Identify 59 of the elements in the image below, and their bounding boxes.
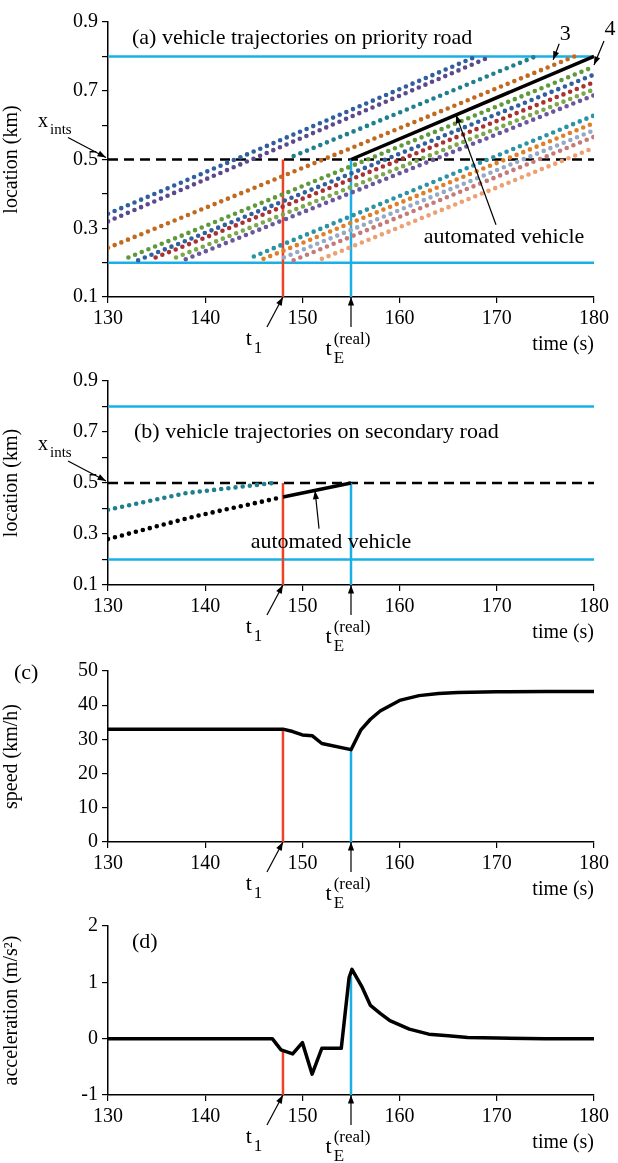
y-axis-title: location (km) (0, 428, 23, 538)
y-tick-label: 0.3 (73, 521, 98, 544)
x-tick-label: 140 (190, 306, 221, 329)
text: (b) vehicle trajectories on secondary road (134, 417, 499, 443)
y-tick-label: 2 (88, 913, 98, 936)
x-tick-label: 130 (93, 851, 123, 874)
x-tick-label: 180 (579, 1104, 609, 1127)
y-tick-label: 10 (78, 795, 98, 818)
y-tick-label: 0.9 (73, 368, 98, 391)
y-tick-label: -1 (81, 1082, 98, 1105)
x-tick-label: 150 (287, 594, 318, 617)
y-tick-label: 30 (78, 726, 98, 749)
x-tick-label: 130 (93, 594, 123, 617)
y-axis-title: location (km) (0, 105, 23, 214)
x-tick-label: 160 (384, 594, 415, 617)
x-axis-title: time (s) (532, 1130, 595, 1154)
y-tick-label: 0 (88, 829, 98, 852)
x-axis-title: time (s) (532, 877, 595, 901)
x-tick-label: 180 (579, 594, 609, 617)
annotation: automated vehicle (423, 222, 585, 248)
y-tick-label: 0 (88, 1025, 98, 1048)
y-tick-label: 0.7 (73, 419, 98, 442)
x-tick-label: 170 (481, 851, 512, 874)
y-axis-title: acceleration (m/s²) (0, 935, 23, 1086)
x-tick-label: 180 (579, 851, 609, 874)
x-tick-label: 140 (190, 851, 221, 874)
x-tick-label: 150 (287, 851, 318, 874)
y-tick-label: 0.5 (73, 146, 98, 169)
y-tick-label: 50 (78, 658, 98, 681)
y-tick-label: 0.7 (73, 78, 98, 100)
y-axis-title: speed (km/h) (0, 704, 23, 809)
chart-title: (c) (14, 658, 39, 684)
y-tick-label: 0.5 (73, 470, 98, 493)
annotation: 4 (604, 14, 616, 40)
x-tick-label: 170 (481, 1104, 512, 1127)
y-tick-label: 0.3 (73, 215, 98, 238)
chart-title: (d) (132, 927, 158, 953)
y-tick-label: 0.9 (73, 9, 98, 32)
x-tick-label: 130 (93, 306, 123, 329)
x-tick-label: 150 (287, 306, 318, 329)
x-axis-title: time (s) (532, 332, 595, 356)
x-axis-title: time (s) (532, 620, 595, 644)
x-tick-label: 160 (384, 1104, 415, 1127)
y-tick-label: 0.1 (73, 572, 98, 595)
annotation: 3 (559, 19, 571, 45)
y-tick-label: 0.1 (73, 284, 98, 307)
x-tick-label: 140 (190, 1104, 221, 1127)
x-tick-label: 130 (93, 1104, 123, 1127)
x-tick-label: 170 (481, 306, 512, 329)
x-tick-label: 160 (384, 306, 415, 329)
x-tick-label: 150 (287, 1104, 318, 1127)
x-tick-label: 140 (190, 594, 221, 617)
x-tick-label: 180 (579, 306, 609, 329)
x-tick-label: 170 (481, 594, 512, 617)
y-tick-label: 1 (88, 969, 98, 992)
x-tick-label: 160 (384, 851, 415, 874)
y-tick-label: 20 (78, 760, 98, 783)
chart-title: (a) vehicle trajectories on priority road (132, 23, 473, 49)
y-tick-label: 40 (78, 692, 98, 715)
